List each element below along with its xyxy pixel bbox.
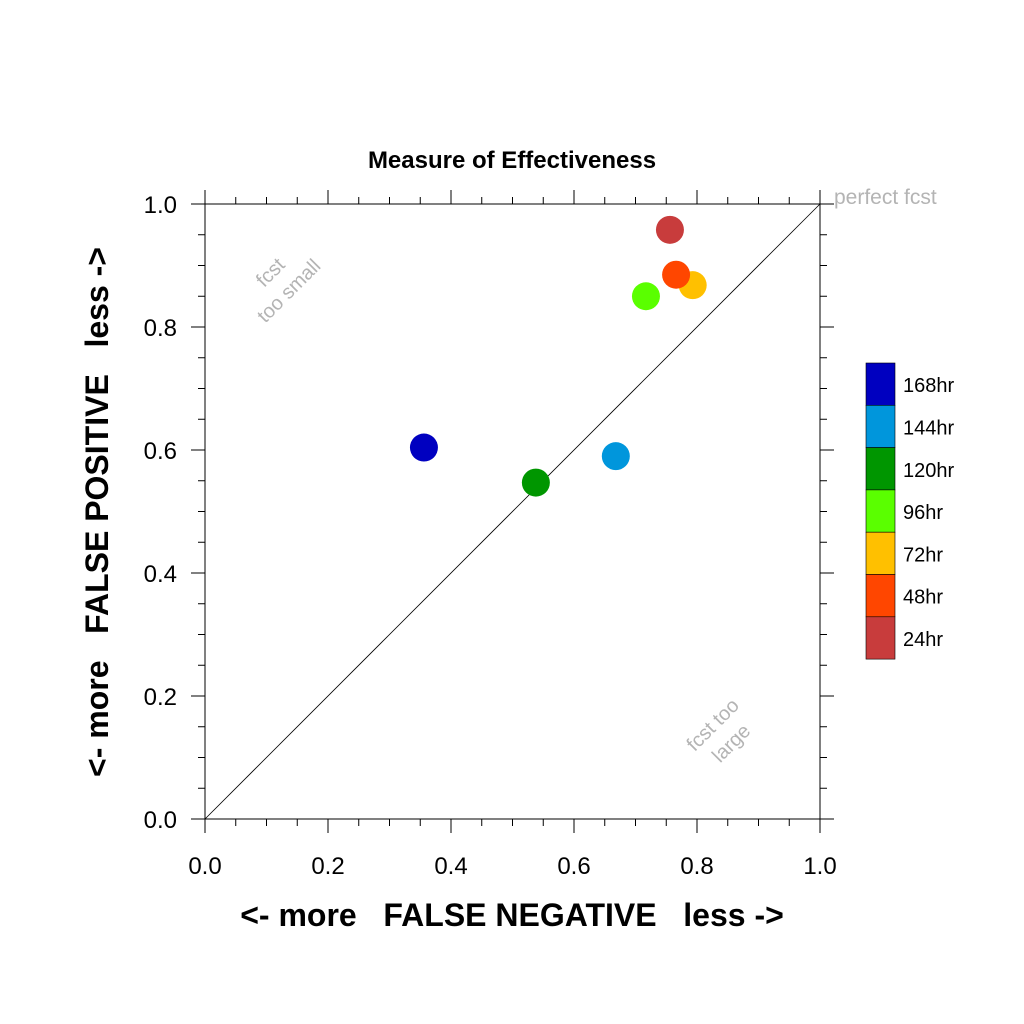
data-point-48hr <box>662 260 691 289</box>
legend-label-168hr: 168hr <box>903 375 954 397</box>
plot-layer: 0.0 0.0 0.2 0.2 0.4 0.4 0.6 0.6 0.8 0.8 1.0 1.0 perf… <box>144 186 937 880</box>
data-point-144hr <box>601 442 630 471</box>
legend: 168hr 144hr 120hr 96hr 72hr 48hr 24hr <box>865 362 954 660</box>
y-tick-label: 0.2 <box>144 684 177 711</box>
data-point-168hr <box>409 433 438 462</box>
x-tick-label: 0.8 <box>680 853 713 880</box>
legend-label-48hr: 48hr <box>903 587 943 609</box>
x-tick-label: 0.4 <box>434 853 467 880</box>
legend-swatch-144hr <box>865 404 896 448</box>
x-tick-label: 0.0 <box>188 853 221 880</box>
x-axis-label: <- more FALSE NEGATIVE less -> <box>240 897 784 933</box>
legend-swatch-48hr <box>865 574 896 618</box>
legend-swatch-168hr <box>865 362 896 406</box>
legend-swatch-96hr <box>865 489 896 533</box>
legend-label-120hr: 120hr <box>903 460 954 482</box>
data-point-96hr <box>631 282 660 311</box>
y-tick-label: 0.6 <box>144 438 177 465</box>
legend-label-96hr: 96hr <box>903 502 943 524</box>
y-tick-label: 0.4 <box>144 561 177 588</box>
legend-swatch-120hr <box>865 447 896 491</box>
y-tick-label: 0.8 <box>144 315 177 342</box>
legend-label-24hr: 24hr <box>903 629 943 651</box>
annotation-perfect-fcst: perfect fcst <box>834 186 937 209</box>
x-tick-label: 0.2 <box>311 853 344 880</box>
x-tick-label: 1.0 <box>803 853 836 880</box>
x-tick-label: 0.6 <box>557 853 590 880</box>
y-axis-label: <- more FALSE POSITIVE less -> <box>79 247 115 777</box>
legend-label-144hr: 144hr <box>903 417 954 439</box>
data-point-24hr <box>655 215 684 244</box>
y-tick-label: 1.0 <box>144 192 177 219</box>
diagonal-reference-line <box>204 203 821 820</box>
legend-label-72hr: 72hr <box>903 544 943 566</box>
chart-title: Measure of Effectiveness <box>368 147 656 174</box>
legend-swatch-24hr <box>865 616 896 660</box>
y-tick-label: 0.0 <box>144 807 177 834</box>
data-point-120hr <box>521 468 550 497</box>
legend-swatch-72hr <box>865 531 896 575</box>
